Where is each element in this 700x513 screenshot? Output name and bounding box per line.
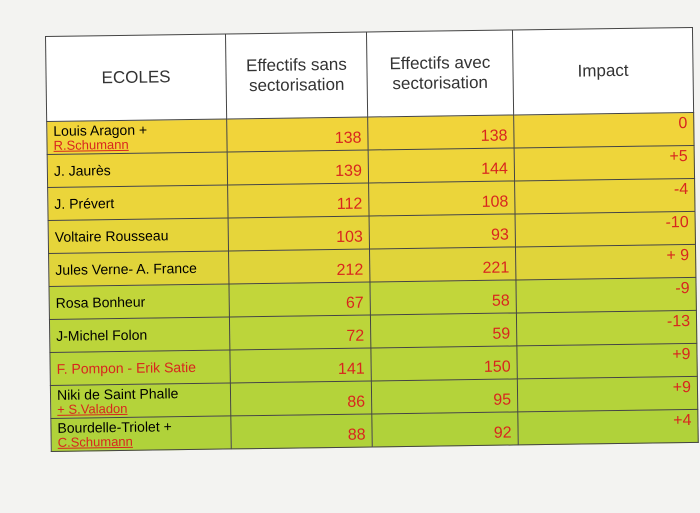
sans-cell: 86: [230, 380, 372, 416]
avec-cell: 221: [369, 246, 516, 282]
sans-cell: 88: [230, 413, 373, 449]
school-name: J-Michel Folon: [56, 326, 148, 344]
table-head: ECOLES Effectifs sans sectorisation Effe…: [45, 27, 694, 122]
school-name: Jules Verne- A. France: [55, 259, 197, 278]
school-name: J. Jaurès: [53, 161, 111, 179]
school-cell: J. Prévert: [47, 184, 229, 221]
school-cell: Jules Verne- A. France: [48, 250, 229, 287]
impact-cell: + 9: [515, 244, 696, 280]
header-cell: ECOLES: [45, 33, 227, 122]
school-cell: F. Pompon - Erik Satie: [49, 349, 231, 386]
avec-cell: 150: [370, 345, 518, 381]
school-extra: + S.Valadon: [57, 400, 128, 417]
impact-cell: 0: [513, 112, 695, 148]
header-cell: Impact: [512, 27, 694, 115]
impact-cell: +9: [517, 376, 698, 412]
avec-cell: 58: [369, 279, 517, 315]
school-name: Voltaire Rousseau: [54, 226, 169, 245]
sans-cell: 67: [228, 281, 371, 317]
avec-cell: 59: [370, 312, 517, 348]
sans-cell: 141: [229, 347, 372, 383]
sans-cell: 72: [229, 314, 371, 350]
school-name: F. Pompon - Erik Satie: [56, 358, 197, 377]
school-cell: J. Jaurès: [47, 151, 228, 188]
avec-cell: 144: [368, 147, 515, 183]
sans-cell: 103: [228, 215, 370, 251]
table-wrap: ECOLES Effectifs sans sectorisation Effe…: [45, 27, 699, 452]
impact-cell: -9: [515, 277, 697, 313]
impact-cell: +4: [517, 409, 699, 445]
sans-cell: 212: [228, 248, 370, 284]
sans-cell: 112: [227, 182, 370, 218]
header-cell: Effectifs avec sectorisation: [366, 29, 514, 118]
impact-cell: +9: [516, 343, 698, 379]
impact-cell: -13: [516, 310, 697, 346]
school-cell: Bourdelle-Triolet + C.Schumann: [50, 415, 232, 452]
avec-cell: 95: [371, 378, 518, 414]
table-body: Louis Aragon + R.Schumann 138 138 0 J. Jaurès…: [46, 112, 699, 452]
impact-cell: -10: [515, 211, 696, 247]
school-extra: C.Schumann: [57, 433, 133, 450]
school-cell: J-Michel Folon: [49, 316, 230, 353]
table: ECOLES Effectifs sans sectorisation Effe…: [45, 27, 699, 452]
header-row: ECOLES Effectifs sans sectorisation Effe…: [45, 27, 694, 122]
header-cell: Effectifs sans sectorisation: [225, 32, 368, 119]
avec-cell: 93: [369, 213, 516, 249]
school-name: Rosa Bonheur: [55, 293, 146, 311]
sans-cell: 138: [226, 117, 369, 152]
school-cell: Louis Aragon + R.Schumann: [46, 118, 228, 155]
school-cell: Niki de Saint Phalle + S.Valadon: [50, 382, 231, 419]
impact-cell: -4: [514, 178, 696, 214]
avec-cell: 92: [371, 411, 519, 447]
avec-cell: 108: [368, 180, 516, 216]
school-extra: R.Schumann: [53, 136, 129, 153]
avec-cell: 138: [367, 114, 515, 150]
school-name: J. Prévert: [54, 194, 115, 212]
school-cell: Rosa Bonheur: [48, 283, 230, 320]
school-cell: Voltaire Rousseau: [48, 217, 229, 254]
impact-cell: +5: [514, 145, 695, 181]
sans-cell: 139: [227, 149, 369, 185]
